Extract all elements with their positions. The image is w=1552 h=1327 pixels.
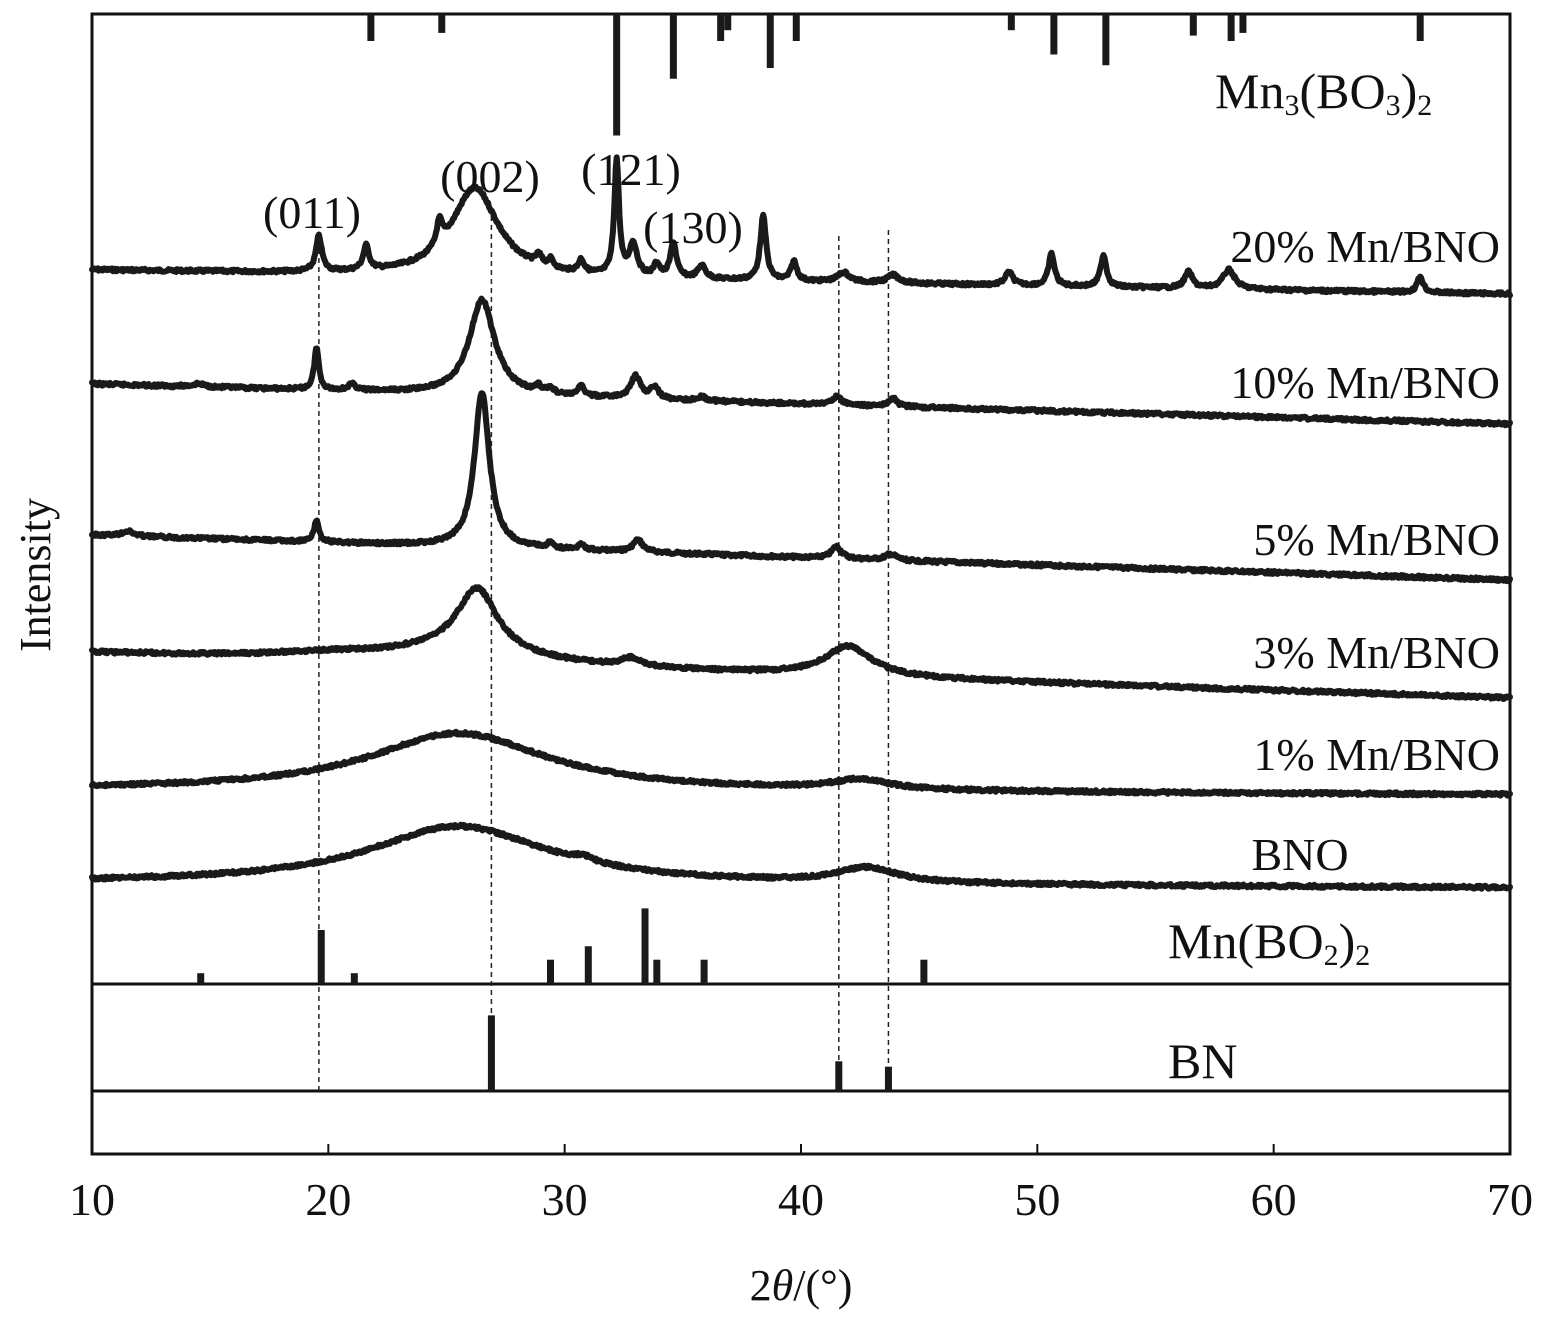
- label-part: ): [1339, 913, 1356, 969]
- series-label-1pct-mn-bno: 1% Mn/BNO: [1253, 729, 1500, 780]
- y-axis-label: Intensity: [11, 498, 60, 652]
- x-tick-label: 30: [542, 1174, 588, 1225]
- x-tick-label: 60: [1251, 1174, 1297, 1225]
- x-tick-label: 70: [1487, 1174, 1533, 1225]
- x-axis-label: 2θ/(°): [750, 1261, 853, 1310]
- pattern-10pct-mn-bno: [89, 295, 1513, 429]
- x-axis-label-suffix: /(°): [793, 1261, 852, 1310]
- x-tick-label: 50: [1014, 1174, 1060, 1225]
- pattern-20pct-mn-bno: [89, 154, 1513, 299]
- reference-label-mn-bo2-2: Mn(BO2)2: [1168, 913, 1370, 972]
- label-part: ): [1401, 63, 1418, 119]
- miller-index-label: (121): [581, 144, 681, 195]
- chart-labels: 20% Mn/BNO 10% Mn/BNO 5% Mn/BNO 3% Mn/BNO 1%…: [263, 63, 1500, 1089]
- label-part: Mn: [1215, 63, 1284, 119]
- x-axis-ticks: 10 20 30 40 50 60 70: [69, 1144, 1533, 1225]
- subscript: 3: [1284, 89, 1299, 122]
- pattern-5pct-mn-bno: [89, 390, 1513, 585]
- x-tick-label: 40: [778, 1174, 824, 1225]
- x-axis-label-symbol: θ: [772, 1261, 794, 1310]
- pattern-1pct-mn-bno: [89, 728, 1513, 799]
- label-part: Mn(BO: [1168, 913, 1324, 969]
- series-label-3pct-mn-bno: 3% Mn/BNO: [1253, 627, 1500, 678]
- reference-label-bn: BN: [1168, 1033, 1237, 1089]
- series-label-20pct-mn-bno: 20% Mn/BNO: [1230, 221, 1500, 272]
- miller-index-label: (002): [440, 151, 540, 202]
- subscript: 2: [1417, 89, 1432, 122]
- reference-dashed-lines: [318, 216, 890, 1091]
- label-part: BN: [1168, 1033, 1237, 1089]
- subscript: 2: [1324, 939, 1339, 972]
- subscript: 3: [1386, 89, 1401, 122]
- x-tick-label: 10: [69, 1174, 115, 1225]
- pattern-3pct-mn-bno: [89, 584, 1513, 702]
- label-part: (BO: [1299, 63, 1385, 119]
- series-label-bno: BNO: [1251, 829, 1348, 880]
- x-axis-label-prefix: 2: [750, 1261, 772, 1310]
- miller-index-label: (130): [643, 202, 743, 253]
- subscript: 2: [1355, 939, 1370, 972]
- x-tick-label: 20: [305, 1174, 351, 1225]
- series-label-10pct-mn-bno: 10% Mn/BNO: [1230, 357, 1500, 408]
- xrd-patterns: [89, 154, 1513, 892]
- pattern-bno: [89, 821, 1513, 892]
- reference-label-mn3-bo3-2: Mn3(BO3)2: [1215, 63, 1432, 122]
- miller-index-label: (011): [263, 187, 361, 238]
- series-label-5pct-mn-bno: 5% Mn/BNO: [1253, 514, 1500, 565]
- reference-sticks: [197, 14, 1424, 1091]
